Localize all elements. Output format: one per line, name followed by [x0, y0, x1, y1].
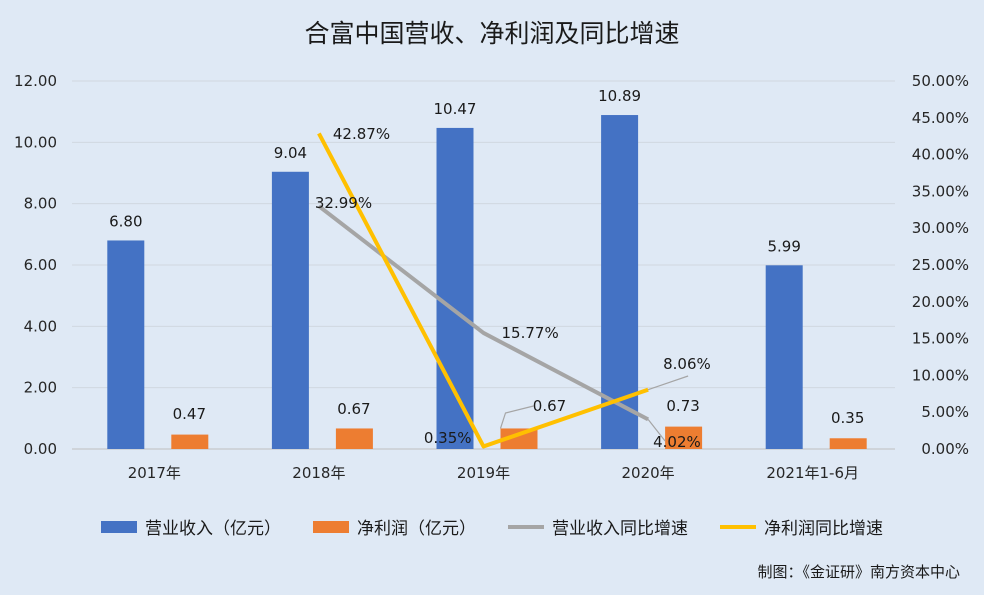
bar-revenue	[107, 240, 145, 449]
label-leader-line	[499, 405, 534, 429]
legend-item-net-profit: 净利润（亿元）	[313, 514, 476, 539]
data-label-revenue-growth: 4.02%	[653, 433, 701, 451]
y-tick-left: 0.00	[24, 440, 57, 458]
x-tick: 2018年	[292, 464, 345, 482]
legend-label-revenue: 营业收入（亿元）	[145, 519, 281, 539]
data-label-profit-growth: 0.35%	[424, 429, 472, 447]
y-tick-right: 5.00%	[921, 403, 969, 421]
y-tick-left: 6.00	[24, 256, 57, 274]
y-tick-left: 8.00	[24, 195, 57, 213]
data-label-net-profit: 0.47	[173, 405, 206, 423]
legend-item-revenue-growth: 营业收入同比增速	[508, 514, 688, 539]
y-tick-left: 10.00	[14, 133, 57, 151]
y-tick-right: 10.00%	[912, 366, 969, 384]
data-label-revenue: 6.80	[109, 212, 142, 230]
x-tick: 2021年1-6月	[766, 464, 859, 482]
x-tick: 2020年	[622, 464, 675, 482]
data-label-revenue: 5.99	[767, 237, 800, 255]
y-tick-right: 45.00%	[912, 109, 969, 127]
data-label-revenue: 10.47	[434, 100, 477, 118]
y-tick-right: 0.00%	[921, 440, 969, 458]
chart-title: 合富中国营收、净利润及同比增速	[304, 19, 680, 48]
legend-label-net-profit: 净利润（亿元）	[357, 519, 476, 539]
legend-item-profit-growth: 净利润同比增速	[720, 514, 883, 539]
legend-swatch-profit-growth	[720, 524, 756, 529]
data-label-revenue: 10.89	[598, 87, 641, 105]
data-label-net-profit: 0.35	[831, 409, 864, 427]
data-label-net-profit: 0.67	[337, 400, 370, 418]
data-label-profit-growth: 42.87%	[333, 125, 390, 143]
y-tick-left: 4.00	[24, 317, 57, 335]
bar-net-profit	[829, 438, 867, 449]
bar-revenue	[271, 171, 309, 450]
y-tick-right: 40.00%	[912, 146, 969, 164]
label-leader-line	[647, 419, 666, 442]
data-label-net-profit: 0.73	[666, 397, 699, 415]
x-tick: 2019年	[457, 464, 510, 482]
y-tick-right: 30.00%	[912, 219, 969, 237]
label-leader-line	[647, 375, 689, 391]
bar-net-profit	[171, 434, 209, 449]
y-tick-right: 35.00%	[912, 182, 969, 200]
legend: 营业收入（亿元） 净利润（亿元） 营业收入同比增速 净利润同比增速	[0, 514, 984, 539]
legend-label-revenue-growth: 营业收入同比增速	[552, 519, 688, 539]
bar-revenue	[436, 127, 474, 450]
legend-label-profit-growth: 净利润同比增速	[764, 519, 883, 539]
credit-note: 制图：《金证研》南方资本中心	[757, 563, 960, 581]
data-label-revenue-growth: 32.99%	[315, 194, 372, 212]
legend-swatch-revenue	[101, 520, 137, 533]
bar-net-profit	[500, 428, 538, 449]
y-tick-left: 12.00	[14, 72, 57, 90]
y-tick-right: 20.00%	[912, 293, 969, 311]
bar-revenue	[765, 265, 803, 449]
data-label-net-profit: 0.67	[533, 397, 566, 415]
y-tick-right: 15.00%	[912, 330, 969, 348]
y-tick-right: 25.00%	[912, 256, 969, 274]
bar-net-profit	[665, 426, 703, 449]
y-tick-left: 2.00	[24, 379, 57, 397]
bar-net-profit	[335, 428, 373, 449]
y-tick-right: 50.00%	[912, 72, 969, 90]
data-label-revenue: 9.04	[274, 144, 307, 162]
x-tick: 2017年	[128, 464, 181, 482]
legend-swatch-net-profit	[313, 520, 349, 533]
data-label-profit-growth: 8.06%	[663, 355, 711, 373]
line-revenue-growth	[317, 204, 650, 422]
legend-swatch-revenue-growth	[508, 524, 544, 529]
line-profit-growth	[317, 132, 649, 449]
legend-item-revenue: 营业收入（亿元）	[101, 514, 281, 539]
data-label-revenue-growth: 15.77%	[502, 324, 559, 342]
